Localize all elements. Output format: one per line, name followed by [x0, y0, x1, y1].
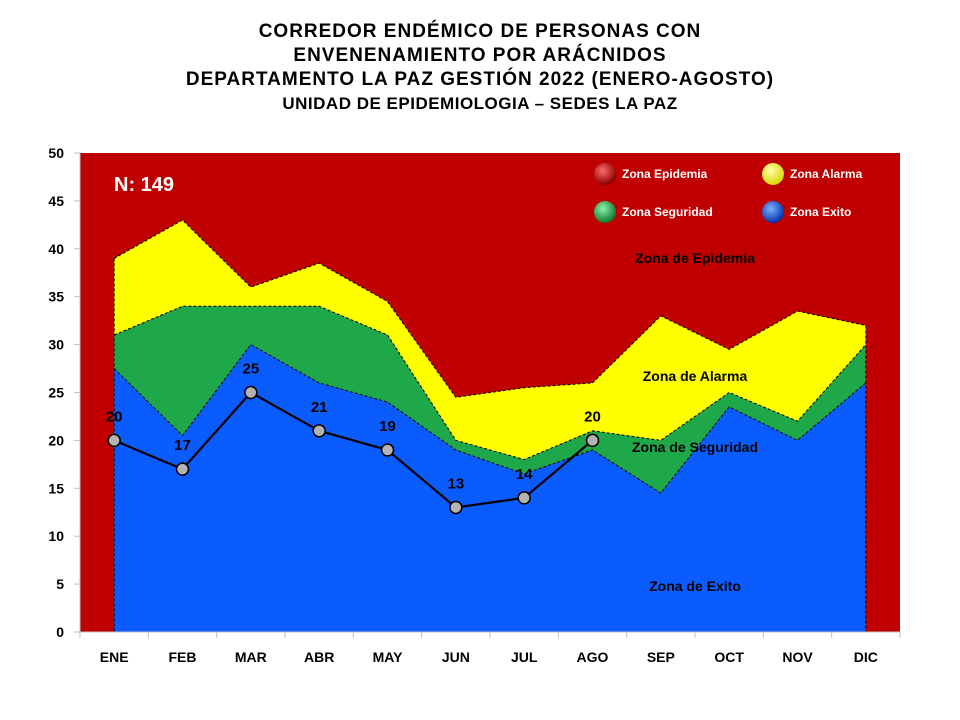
legend-label: Zona Epidemia	[622, 167, 708, 181]
cases-point	[585, 433, 600, 448]
cases-point	[107, 433, 121, 448]
y-tick-label: 40	[48, 241, 64, 257]
title-line-1: CORREDOR ENDÉMICO DE PERSONAS CON	[258, 21, 702, 42]
cases-data-label: 19	[379, 418, 396, 435]
y-tick-label: 35	[48, 289, 64, 305]
cases-data-label: 20	[584, 408, 601, 425]
x-tick-label: SEP	[647, 649, 675, 665]
x-tick-label: JUN	[442, 649, 470, 665]
x-tick-label: MAR	[235, 649, 267, 665]
y-tick-label: 20	[48, 432, 64, 448]
zone-label: Zona de Alarma	[643, 368, 748, 384]
x-tick-label: OCT	[714, 649, 744, 665]
legend-item: Zona Epidemia	[594, 163, 708, 185]
cases-data-label: 14	[516, 466, 533, 483]
title-line-3: DEPARTAMENTO LA PAZ GESTIÓN 2022 (ENERO-…	[185, 69, 775, 90]
cases-data-label: 21	[311, 399, 328, 416]
zone-label: Zona de Exito	[649, 578, 741, 594]
cases-point	[175, 462, 190, 476]
zone-label: Zona de Epidemia	[635, 250, 755, 266]
legend-swatch	[762, 163, 784, 185]
cases-point	[244, 385, 258, 400]
title-line-4: UNIDAD DE EPIDEMIOLOGIA – SEDES LA PAZ	[282, 94, 678, 113]
boundary-line-exito	[113, 343, 867, 494]
x-tick-label: DIC	[854, 649, 878, 665]
y-tick-label: 15	[48, 480, 64, 496]
cases-point	[449, 500, 463, 515]
zone-label: Zona de Seguridad	[632, 439, 758, 455]
cases-data-label: 25	[242, 361, 259, 378]
x-tick-label: FEB	[169, 649, 197, 665]
legend-swatch	[594, 201, 616, 223]
x-tick-label: ABR	[304, 649, 334, 665]
cases-data-label: 17	[174, 437, 191, 454]
legend-swatch	[594, 163, 616, 185]
zone-exito-area	[114, 344, 866, 632]
legend-label: Zona Alarma	[790, 167, 863, 181]
y-tick-label: 5	[56, 576, 64, 592]
y-tick-label: 45	[48, 193, 64, 209]
y-tick-label: 10	[48, 528, 64, 544]
cases-point	[380, 443, 395, 457]
legend-label: Zona Exito	[790, 205, 851, 219]
cases-data-label: 13	[447, 475, 464, 492]
legend-item: Zona Exito	[762, 201, 851, 223]
y-tick-label: 0	[56, 624, 64, 640]
x-tick-label: JUL	[511, 649, 538, 665]
legend-label: Zona Seguridad	[622, 205, 713, 219]
title-line-2: ENVENENAMIENTO POR ARÁCNIDOS	[293, 45, 667, 66]
legend-item: Zona Alarma	[762, 163, 863, 185]
y-tick-label: 30	[48, 337, 64, 353]
y-tick-label: 50	[48, 145, 64, 161]
x-tick-label: AGO	[577, 649, 609, 665]
legend-swatch	[762, 201, 784, 223]
chart-title: CORREDOR ENDÉMICO DE PERSONAS CON ENVENE…	[0, 20, 960, 116]
x-tick-label: MAY	[373, 649, 403, 665]
n-label: N: 149	[114, 174, 174, 196]
cases-point	[312, 424, 326, 438]
x-tick-label: ENE	[100, 649, 129, 665]
cases-point	[517, 491, 531, 505]
y-tick-label: 25	[48, 385, 64, 401]
boundary-line-seguridad	[113, 305, 867, 461]
cases-line	[113, 391, 594, 509]
boundary-line-alarma	[113, 219, 866, 398]
legend-item: Zona Seguridad	[594, 201, 713, 223]
cases-data-label: 20	[106, 408, 123, 425]
x-tick-label: NOV	[782, 649, 813, 665]
